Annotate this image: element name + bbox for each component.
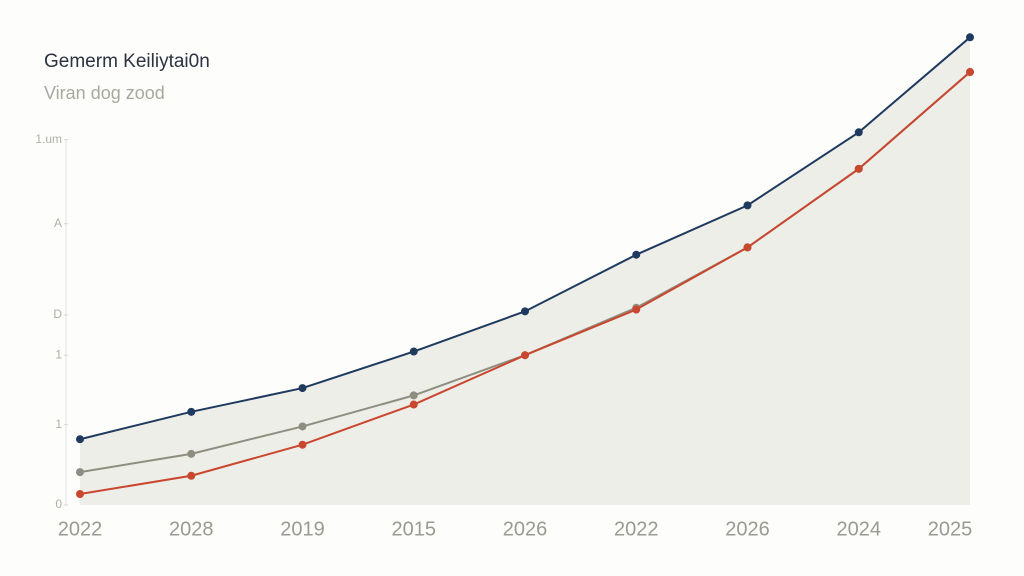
x-tick-label: 2026 [725,518,770,540]
point [409,391,418,400]
x-tick-label: 2026 [503,518,548,540]
point [298,422,307,431]
x-tick-label: 2022 [614,518,659,540]
point [409,347,418,356]
point [298,384,307,393]
y-tick-label: 0 [55,497,62,511]
point [854,164,863,173]
y-tick-label: A [54,216,62,230]
point [743,201,752,210]
x-tick-label: 2019 [280,518,325,540]
x-tick-label: 2022 [58,518,103,540]
chart-subtitle: Viran dog zood [44,83,165,103]
y-tick-label: 1 [55,417,62,431]
y-tick-label: 1.um [35,132,62,146]
chart-title: Gemerm Keiliytai0n [44,51,210,72]
point [521,307,529,316]
point [409,400,418,409]
point [187,407,196,416]
point [187,471,196,480]
x-tick-label: 2025 [928,518,973,540]
point [854,128,863,137]
x-tick-label: 2028 [169,518,214,540]
point [76,490,84,499]
point [298,440,307,449]
point [632,305,641,314]
point [76,468,84,477]
point [743,243,752,252]
point [632,250,641,259]
point [521,351,529,360]
y-tick-label: D [53,307,62,321]
x-tick-label: 2024 [837,518,882,540]
point [76,435,84,444]
point [187,449,196,458]
point [966,33,974,42]
x-tick-label: 2015 [392,518,437,540]
y-tick-label: 1 [55,347,62,361]
point [966,68,974,77]
area [80,37,970,506]
